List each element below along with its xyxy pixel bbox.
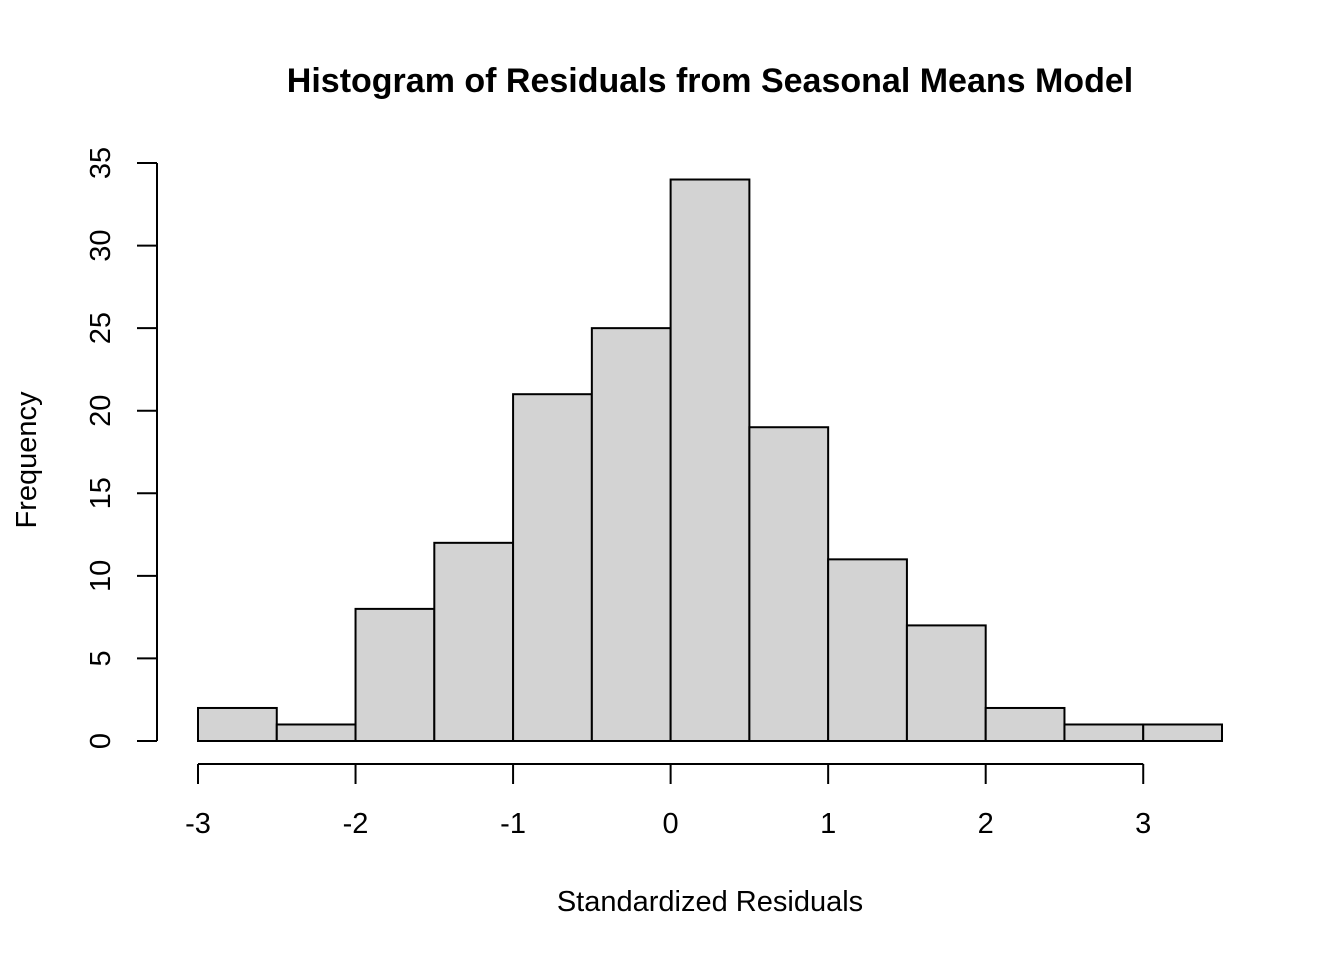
y-tick-label-1: 5 [85,650,117,666]
histogram-bar-2 [354,607,436,743]
chart-title: Histogram of Residuals from Seasonal Mea… [287,62,1133,100]
x-tick-label-5: 2 [978,808,994,840]
y-tick-label-7: 35 [85,147,117,179]
histogram-bar-4 [512,393,593,742]
histogram-bar-1 [275,723,357,743]
y-tick-label-4: 20 [85,395,117,427]
histogram-bar-12 [1142,723,1223,743]
y-tick-label-6: 30 [85,229,117,261]
histogram-bar-9 [905,624,987,743]
y-axis: 0 5 10 15 20 25 30 35 [85,147,158,749]
x-tick-label-4: 1 [820,808,836,840]
x-tick-label-6: 3 [1135,808,1151,840]
bars-group [197,178,1223,743]
histogram-bar-0 [197,706,278,743]
x-tick-label-0: -3 [185,808,211,840]
histogram-bar-5 [590,327,672,742]
x-tick-label-3: 0 [663,808,679,840]
histogram-bar-11 [1063,723,1145,743]
y-axis-label: Frequency [11,391,43,529]
x-tick-label-2: -1 [500,808,526,840]
histogram-bar-7 [748,426,830,742]
y-tick-label-3: 15 [85,477,117,509]
x-tick-label-1: -2 [343,808,369,840]
histogram-bar-8 [827,558,908,742]
histogram-bar-10 [984,706,1066,743]
y-tick-label-0: 0 [85,733,117,749]
y-tick-label-5: 25 [85,312,117,344]
y-tick-label-2: 10 [85,560,117,592]
x-axis-label: Standardized Residuals [557,886,863,918]
histogram-bar-6 [669,178,751,742]
x-axis: -3 -2 -1 0 1 2 3 [185,763,1151,840]
histogram-bar-3 [433,541,515,742]
